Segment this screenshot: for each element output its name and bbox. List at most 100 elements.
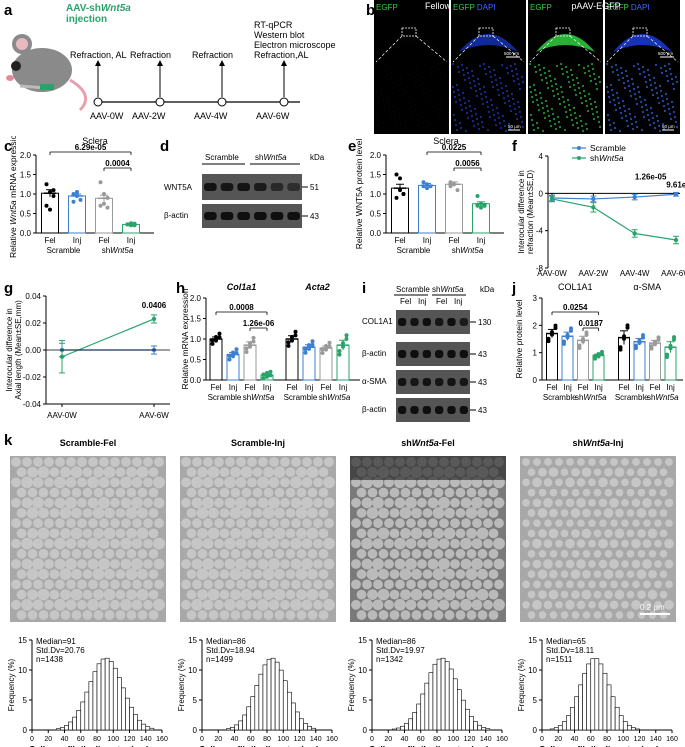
collagen-fibril [351, 538, 361, 549]
collagen-fibril [399, 568, 412, 581]
collagen-fibril [131, 558, 143, 570]
collagen-fibril [257, 476, 269, 489]
collagen-fibril [32, 599, 44, 611]
histogram-bar [477, 724, 482, 731]
x-tick-label: 120 [294, 736, 306, 743]
collagen-fibril [137, 548, 148, 559]
y-tick-label: -4 [536, 227, 544, 236]
collagen-fibril [219, 610, 230, 620]
histogram-bar [112, 667, 118, 731]
sig-bracket-1-label: 0.0225 [442, 143, 467, 152]
cell-dot [384, 91, 388, 95]
collagen-fibril [143, 518, 153, 529]
collagen-fibril [604, 549, 613, 558]
cell-dot [638, 95, 642, 99]
collagen-fibril [148, 569, 159, 580]
histogram-bar [76, 710, 82, 731]
cell-dot [375, 90, 379, 94]
collagen-fibril [110, 457, 120, 467]
chart-g: Interocular difference in Axial length (M… [5, 292, 170, 420]
collagen-fibril [356, 528, 367, 539]
cell-dot [385, 73, 389, 77]
cell-dot [412, 98, 416, 102]
y-tick-label: 0 [533, 726, 538, 735]
histogram-bar [299, 718, 304, 731]
wnt5a-blot-band [220, 183, 234, 191]
cell-dot [381, 121, 385, 125]
collagen-fibril [240, 588, 253, 601]
collagen-fibril [143, 457, 153, 467]
cell-dot [420, 93, 424, 97]
cell-dot [473, 107, 477, 111]
data-point [71, 192, 76, 196]
cell-dot [581, 129, 585, 133]
x-tick-label: 120 [124, 736, 136, 743]
collagen-fibril [307, 487, 318, 498]
cell-dot [462, 73, 466, 77]
collagen-fibril [593, 549, 602, 558]
collagen-fibril [394, 598, 406, 611]
cell-dot [383, 63, 387, 67]
cell-dot [484, 95, 488, 99]
collagen-fibril [626, 590, 635, 599]
cell-dot [646, 68, 650, 72]
y-axis-label: Relative WNT5A protein level [354, 139, 364, 250]
collagen-fibril [549, 569, 558, 579]
cell-dot [403, 120, 407, 124]
collagen-fibril [21, 476, 33, 489]
panel-letter-i: i [362, 280, 367, 297]
y-tick-label: 1 [533, 349, 538, 358]
stat-median: Median=86 [376, 637, 416, 646]
cell-dot [454, 123, 458, 127]
collagen-fibril [488, 548, 499, 559]
cell-dot [457, 93, 461, 97]
collagen-fibril [471, 496, 483, 509]
x-tick-label: 40 [401, 736, 409, 743]
cell-dot [617, 101, 621, 105]
cell-dot [509, 109, 513, 113]
collagen-fibril [488, 528, 499, 539]
cell-dot [635, 102, 639, 106]
cell-dot [661, 122, 665, 126]
collagen-fibril [643, 580, 651, 589]
microscopy-image-bottom [528, 62, 603, 134]
collagen-fibril [570, 508, 581, 518]
cell-dot [484, 72, 488, 76]
cell-dot [393, 114, 397, 118]
collagen-fibril [219, 548, 230, 559]
collagen-fibril [577, 580, 585, 589]
cell-dot [566, 98, 570, 102]
cell-dot [557, 97, 561, 101]
collagen-fibril [538, 611, 547, 619]
cell-dot [579, 96, 583, 100]
data-point [341, 344, 345, 349]
collagen-fibril [614, 589, 625, 600]
cell-dot [463, 78, 467, 82]
collagen-fibril [230, 589, 241, 600]
cell-dot [383, 108, 387, 112]
cell-dot [460, 63, 464, 67]
collagen-fibril [372, 496, 384, 509]
roi-box [401, 27, 417, 37]
collagen-fibril [247, 477, 257, 488]
cell-dot [386, 101, 390, 105]
data-point [625, 323, 630, 328]
y-tick-label: 0.0 [370, 229, 382, 238]
x-tick-label: Fel [286, 383, 297, 392]
collagen-fibril [455, 487, 466, 498]
cell-dot [672, 87, 676, 91]
collagen-fibril [49, 487, 60, 498]
collagen-fibril [378, 610, 389, 620]
data-point [290, 338, 294, 343]
blot-i-3-background [396, 398, 470, 422]
data-point [75, 190, 79, 195]
cell-dot [425, 119, 429, 123]
histogram-bar [578, 684, 583, 731]
cell-dot [660, 94, 664, 98]
collagen-fibril [466, 528, 477, 539]
blot-i-1-background [396, 342, 470, 366]
stat-median: Median=86 [206, 637, 246, 646]
collagen-fibril [77, 538, 87, 549]
collagen-fibril [87, 598, 99, 611]
collagen-fibril [301, 599, 313, 611]
